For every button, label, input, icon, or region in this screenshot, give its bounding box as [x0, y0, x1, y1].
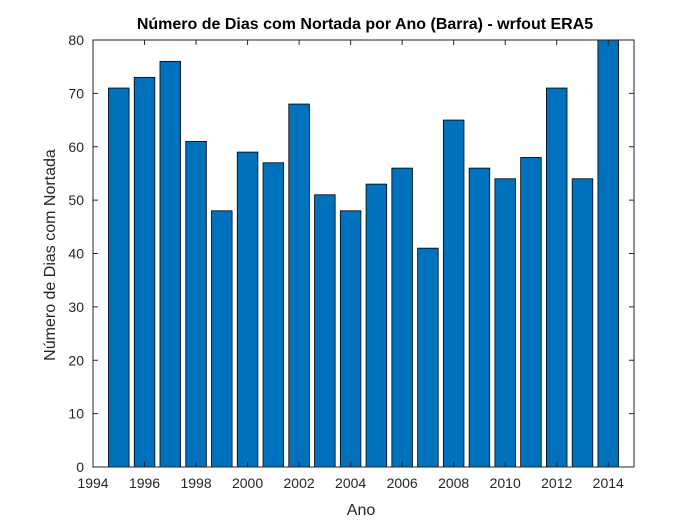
bar-1996: [133, 76, 156, 468]
x-tick-label: 2014: [593, 475, 624, 491]
bar-2009: [468, 167, 491, 468]
x-tick-label: 2012: [541, 475, 572, 491]
y-axis-ticks: 0 10 20 30 40 50 60 70 80: [68, 32, 634, 475]
x-tick-label: 2004: [335, 475, 366, 491]
x-tick-label: 1994: [77, 475, 108, 491]
bar-2014: [597, 39, 619, 468]
chart-title: Número de Dias com Nortada por Ano (Barr…: [137, 16, 593, 33]
bar-2006: [391, 167, 413, 468]
bars-group: [108, 39, 619, 468]
bar-2011: [520, 157, 542, 468]
bar-2004: [339, 210, 362, 468]
bar-1997: [159, 60, 181, 468]
x-tick-label: 2008: [438, 475, 469, 491]
bar-2007: [417, 247, 439, 468]
x-axis-label: Ano: [347, 502, 376, 519]
x-tick-label: 1996: [129, 475, 160, 491]
bar-2001: [262, 162, 285, 468]
bar-2000: [236, 151, 259, 468]
y-tick-label: 40: [68, 246, 84, 262]
x-tick-label: 2000: [232, 475, 263, 491]
bar-2012: [546, 87, 568, 468]
y-tick-label: 70: [68, 85, 84, 101]
y-tick-label: 0: [76, 459, 84, 475]
bar-2010: [494, 178, 516, 468]
bar-2013: [571, 178, 594, 468]
x-axis-ticks: 1994 1996 1998 2000 2002 2004 2006 2008 2010 2012…: [77, 40, 624, 491]
bar-1995: [108, 87, 130, 468]
y-tick-label: 30: [68, 299, 84, 315]
x-tick-label: 2002: [284, 475, 315, 491]
bar-2003: [314, 194, 336, 468]
bar-2005: [365, 183, 388, 468]
y-tick-label: 50: [68, 192, 84, 208]
bar-2008: [442, 119, 465, 468]
bar-1998: [185, 141, 207, 468]
bar-2002: [288, 103, 310, 468]
y-axis-label: Número de Dias com Nortada: [42, 149, 59, 361]
bar-1999: [211, 210, 233, 468]
x-tick-label: 2006: [387, 475, 418, 491]
y-tick-label: 80: [68, 32, 84, 48]
x-tick-label: 1998: [180, 475, 211, 491]
y-tick-label: 10: [68, 406, 84, 422]
y-tick-label: 60: [68, 139, 84, 155]
x-tick-label: 2010: [490, 475, 521, 491]
y-tick-label: 20: [68, 352, 84, 368]
